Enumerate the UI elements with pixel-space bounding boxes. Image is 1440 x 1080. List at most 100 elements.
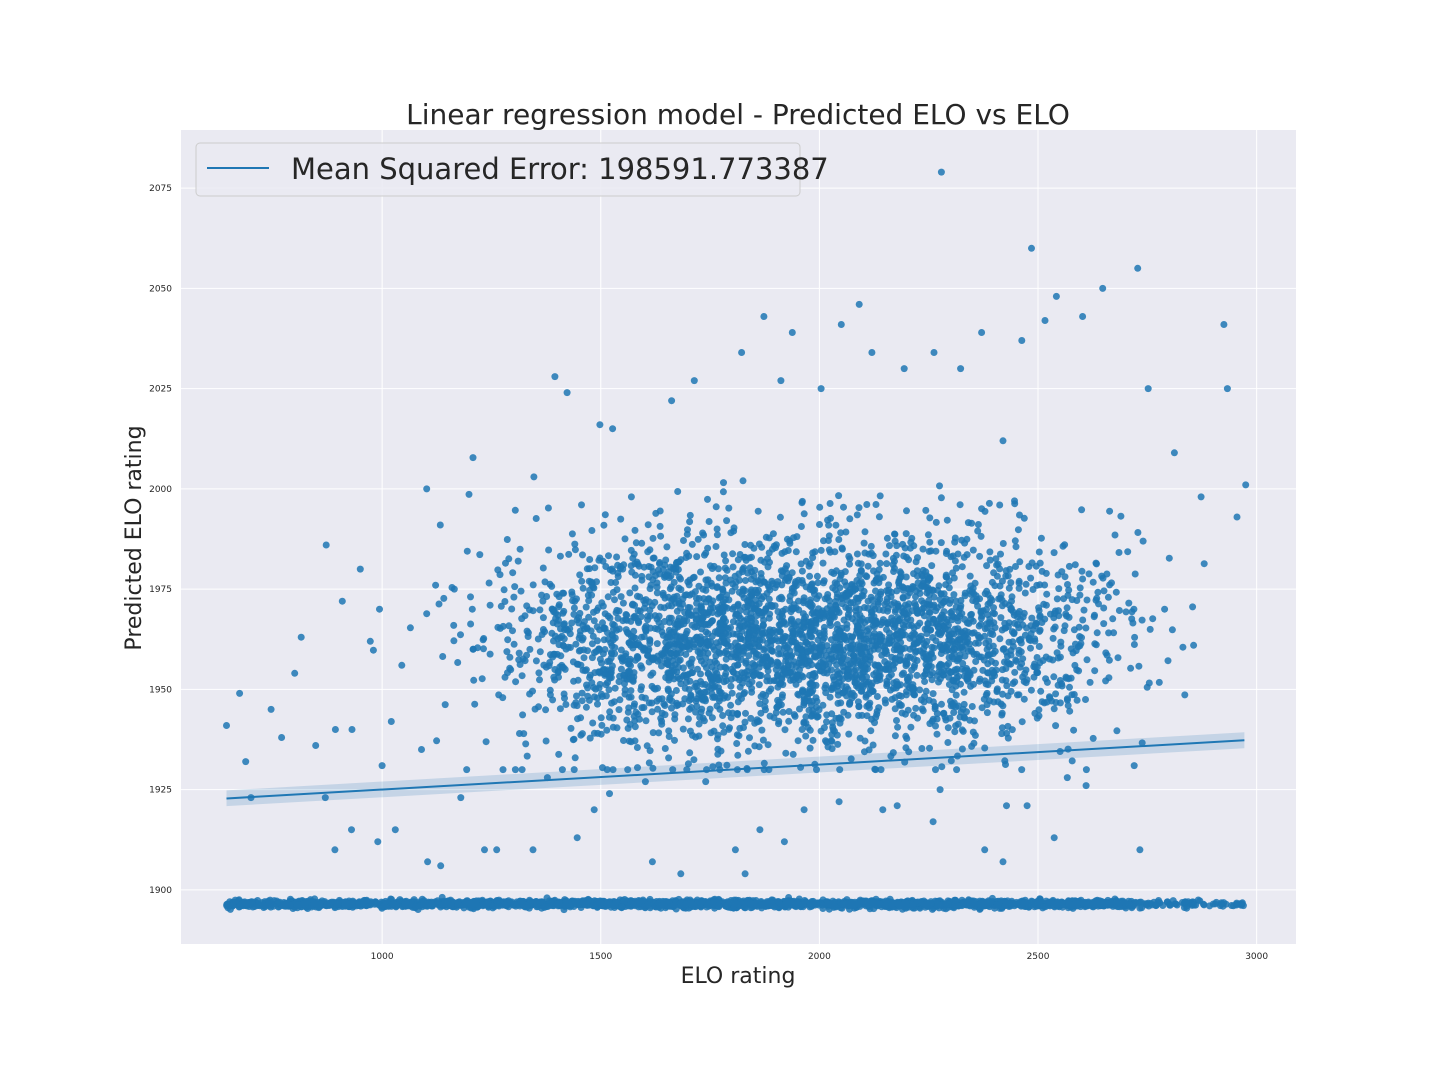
data-point <box>623 616 631 624</box>
data-point <box>837 529 845 537</box>
data-point <box>572 640 580 648</box>
data-point <box>663 543 671 551</box>
data-point <box>1181 898 1189 906</box>
data-point <box>802 732 810 740</box>
data-point <box>983 562 991 570</box>
data-point <box>764 563 772 571</box>
data-point <box>685 686 693 693</box>
data-point <box>512 678 520 686</box>
data-point <box>988 578 996 586</box>
data-point <box>382 897 390 905</box>
data-point <box>731 900 738 908</box>
data-point <box>926 514 934 522</box>
data-point <box>1028 614 1036 622</box>
data-point <box>412 903 420 911</box>
data-point <box>813 703 820 711</box>
data-point <box>591 902 599 910</box>
data-point <box>986 548 994 556</box>
data-point <box>578 697 586 705</box>
data-point <box>792 548 800 556</box>
data-point <box>494 566 502 574</box>
data-point <box>835 609 843 616</box>
data-point <box>373 900 381 908</box>
data-point <box>1021 589 1029 597</box>
data-point <box>1042 903 1049 911</box>
data-point <box>1135 662 1143 670</box>
data-point <box>432 581 440 589</box>
data-point <box>674 488 682 495</box>
data-point <box>535 669 543 677</box>
data-point <box>747 899 755 907</box>
data-point <box>798 567 806 575</box>
data-point <box>924 531 932 539</box>
data-point <box>1228 902 1236 909</box>
data-point <box>454 899 462 907</box>
data-point <box>495 902 503 910</box>
data-point <box>945 660 952 668</box>
data-point <box>600 624 608 632</box>
data-point <box>540 661 548 669</box>
data-point <box>796 705 803 713</box>
data-point <box>779 708 787 716</box>
data-point <box>1050 705 1058 713</box>
data-points <box>223 168 1250 914</box>
data-point <box>571 754 579 762</box>
data-point <box>1129 619 1137 627</box>
data-point <box>1089 578 1097 586</box>
data-point <box>671 715 679 723</box>
data-point <box>1061 541 1069 549</box>
data-point <box>462 898 470 906</box>
data-point <box>471 700 479 708</box>
data-point <box>970 680 977 688</box>
data-point <box>727 682 735 690</box>
data-point <box>349 898 357 906</box>
data-point <box>660 900 668 908</box>
data-point <box>1212 898 1220 906</box>
data-point <box>909 901 917 909</box>
data-point <box>544 504 552 512</box>
data-point <box>522 740 530 748</box>
data-point <box>1117 512 1125 520</box>
data-point <box>1049 634 1057 642</box>
data-point <box>1134 529 1142 536</box>
data-point <box>903 507 910 515</box>
data-point <box>469 454 477 462</box>
data-point <box>853 550 861 558</box>
data-point <box>797 523 805 530</box>
data-point <box>534 635 542 643</box>
data-point <box>626 901 634 909</box>
data-point <box>612 609 620 617</box>
data-point <box>692 733 700 741</box>
data-point <box>599 602 607 610</box>
data-point <box>532 898 540 905</box>
data-point <box>1011 497 1018 505</box>
data-point <box>872 713 880 721</box>
data-point <box>861 528 869 536</box>
data-point <box>565 550 573 558</box>
data-point <box>1060 627 1068 635</box>
data-point <box>543 894 551 902</box>
data-point <box>1092 897 1100 905</box>
data-point <box>1025 563 1033 570</box>
data-point <box>976 552 984 560</box>
data-point <box>831 903 839 910</box>
data-point <box>712 543 720 550</box>
data-point <box>785 717 793 725</box>
data-point <box>618 903 626 911</box>
data-point <box>665 733 673 740</box>
data-point <box>873 677 881 685</box>
data-point <box>1008 597 1015 605</box>
data-point <box>1113 727 1121 735</box>
data-point <box>646 639 654 647</box>
data-point <box>781 548 789 556</box>
data-point <box>428 900 436 908</box>
data-point <box>720 678 728 686</box>
data-point <box>1018 766 1026 774</box>
data-point <box>1102 649 1110 657</box>
data-point <box>1099 574 1107 582</box>
data-point <box>760 646 768 654</box>
data-point <box>1027 574 1035 582</box>
data-point <box>725 504 733 512</box>
data-point <box>1063 612 1071 620</box>
